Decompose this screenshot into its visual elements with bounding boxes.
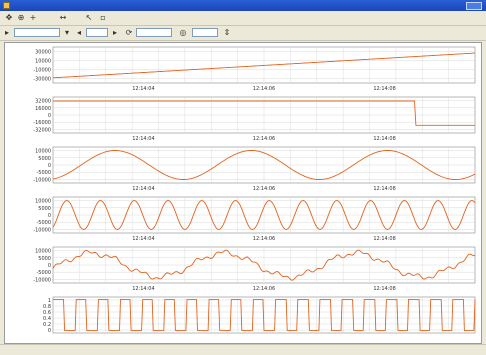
cross-icon[interactable]: + — [29, 13, 37, 22]
series-line — [52, 150, 476, 180]
refresh-icon[interactable]: ⟳ — [125, 28, 133, 37]
toolbar-main: ✥ ⊕ + ↔ ↖ ▫ — [0, 11, 486, 26]
status-bar — [0, 344, 486, 355]
zoom-field[interactable] — [192, 28, 218, 37]
y-tick-label: -10000 — [33, 177, 51, 183]
y-tick-label: 0.4 — [43, 316, 51, 322]
x-tick-label: 12:14:08 — [373, 136, 395, 142]
pan-icon[interactable]: ↔ — [59, 13, 67, 22]
x-tick-label: 12:14:08 — [373, 236, 395, 242]
move-icon[interactable]: ✥ — [5, 13, 13, 22]
y-tick-label: -30000 — [33, 77, 51, 83]
chart-area: 30000 10000 -10000 -30000 12:14:04 12:14:06 12… — [4, 42, 482, 344]
y-tick-label: 0 — [48, 213, 51, 219]
y-tick-label: 0 — [48, 113, 51, 119]
y-tick-label: -10000 — [33, 277, 51, 283]
y-tick-label: -32000 — [33, 127, 51, 133]
zoom-in-icon[interactable]: ⊕ — [17, 13, 25, 22]
x-tick-label: 12:14:04 — [132, 186, 154, 192]
y-tick-label: 0 — [48, 328, 51, 334]
cursor-icon[interactable]: ↖ — [85, 13, 93, 22]
y-tick-label: 0 — [48, 263, 51, 269]
x-tick-label: 12:14:08 — [373, 86, 395, 92]
series-line — [52, 200, 476, 230]
x-tick-label: 12:14:08 — [373, 186, 395, 192]
y-tick-label: 0.8 — [43, 304, 51, 310]
x-tick-label: 12:14:06 — [253, 286, 275, 292]
y-tick-label: 30000 — [35, 50, 51, 56]
y-tick-label: 10000 — [35, 249, 51, 255]
series-line — [53, 299, 476, 331]
app-icon — [3, 2, 10, 9]
title-bar — [0, 0, 486, 11]
y-tick-label: 10000 — [35, 149, 51, 155]
x-tick-label: 12:14:04 — [132, 86, 154, 92]
y-tick-label: 5000 — [38, 206, 51, 212]
toolbar-range: ▸ ▾ ◂ ▸ ⟳ ◎ ⇕ — [0, 26, 486, 41]
end-time-field[interactable] — [136, 28, 172, 37]
y-tick-label: 0.6 — [43, 310, 51, 316]
x-tick-label: 12:14:04 — [132, 236, 154, 242]
x-tick-label: 12:14:06 — [253, 186, 275, 192]
close-button[interactable] — [466, 2, 482, 10]
x-tick-label: 12:14:06 — [253, 236, 275, 242]
play-icon[interactable]: ▸ — [4, 28, 9, 37]
y-tick-label: -10000 — [33, 227, 51, 233]
x-tick-label: 12:14:06 — [253, 86, 275, 92]
y-tick-label: -5000 — [36, 170, 51, 176]
x-tick-label: 12:14:04 — [132, 286, 154, 292]
y-tick-label: 5000 — [38, 156, 51, 162]
x-tick-label: 12:14:04 — [132, 136, 154, 142]
y-tick-label: 5000 — [38, 256, 51, 262]
span-field[interactable] — [86, 28, 108, 37]
start-time-field[interactable] — [14, 28, 60, 37]
y-tick-label: -5000 — [36, 220, 51, 226]
prev-frame-icon[interactable]: ◂ — [76, 28, 81, 37]
y-tick-label: 32000 — [35, 99, 51, 105]
window-icon[interactable]: ▫ — [100, 13, 106, 22]
y-tick-label: -16000 — [33, 120, 51, 126]
x-tick-label: 12:14:08 — [373, 286, 395, 292]
series-line — [53, 100, 475, 126]
y-tick-label: 10000 — [35, 199, 51, 205]
y-tick-label: -10000 — [33, 68, 51, 74]
y-tick-label: -5000 — [36, 270, 51, 276]
x-tick-label: 12:14:06 — [253, 136, 275, 142]
y-tick-label: 0.2 — [43, 322, 51, 328]
series-line — [52, 52, 476, 79]
dropdown-icon[interactable]: ▾ — [64, 28, 69, 37]
y-tick-label: 1 — [48, 298, 51, 304]
y-tick-label: 16000 — [35, 106, 51, 112]
series-line — [52, 249, 476, 281]
y-tick-label: 10000 — [35, 59, 51, 65]
spinner-icon[interactable]: ⇕ — [223, 28, 231, 37]
y-tick-label: 0 — [48, 163, 51, 169]
next-frame-icon[interactable]: ▸ — [112, 28, 117, 37]
zoom-icon[interactable]: ◎ — [179, 28, 187, 37]
